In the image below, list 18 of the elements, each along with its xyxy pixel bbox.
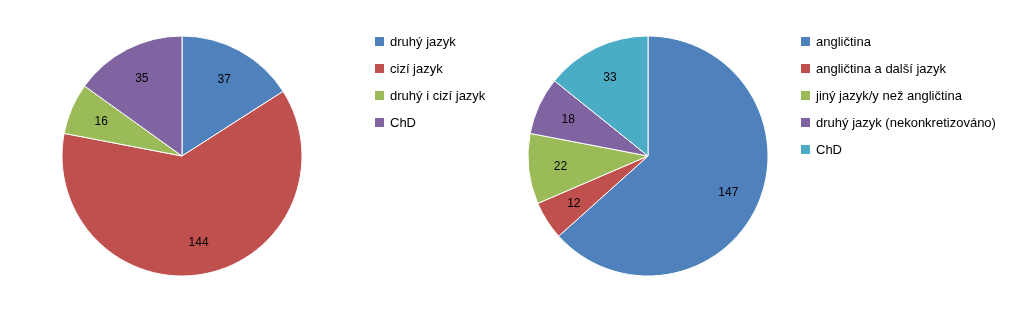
legend-label: cizí jazyk xyxy=(390,60,444,76)
data-label: 37 xyxy=(217,71,232,86)
data-label: 35 xyxy=(135,70,149,85)
data-label: 16 xyxy=(94,114,109,129)
data-label: 22 xyxy=(553,158,568,173)
legend-label: ChD xyxy=(816,141,843,157)
data-label: 33 xyxy=(603,69,617,84)
legend-label: jiný jazyk/y než angličtina xyxy=(815,87,963,103)
data-label: 12 xyxy=(567,196,581,211)
legend-label: angličtina a další jazyk xyxy=(816,60,947,76)
legend-label: druhý jazyk (nekonkretizováno) xyxy=(816,114,996,130)
legend-label: druhý jazyk xyxy=(390,33,457,49)
legend-label: druhý i cizí jazyk xyxy=(390,87,486,103)
data-label: 147 xyxy=(718,184,739,199)
data-label: 18 xyxy=(561,112,576,127)
data-label: 144 xyxy=(188,235,209,250)
legend-label: angličtina xyxy=(816,33,872,49)
legend-label: ChD xyxy=(390,114,417,130)
